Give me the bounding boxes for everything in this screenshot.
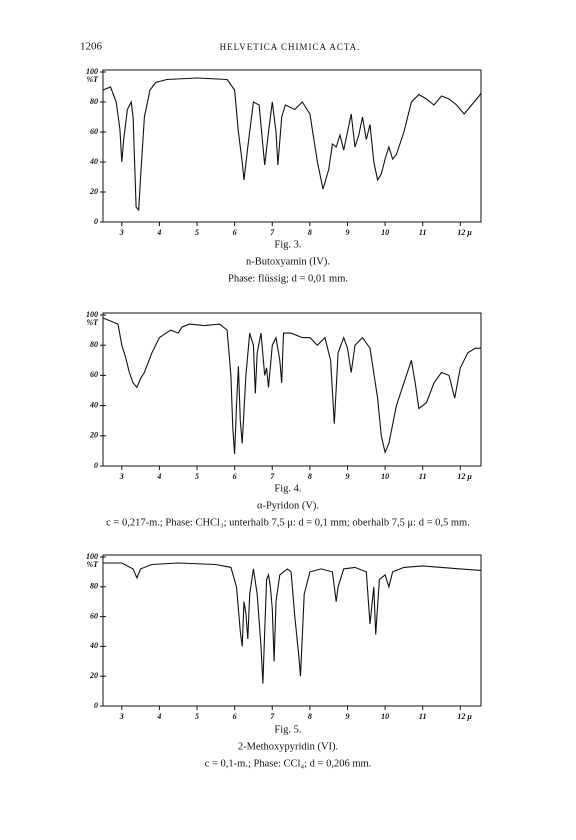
figure-label: Fig. 3. xyxy=(274,239,301,250)
x-tick-label: 3 xyxy=(119,712,124,721)
y-axis-label: %T xyxy=(86,75,99,84)
x-tick-label: 8 xyxy=(308,712,312,721)
y-tick-label: 100 xyxy=(86,310,98,319)
y-tick-label: 80 xyxy=(90,340,98,349)
x-tick-label: 10 xyxy=(381,472,389,481)
x-tick-label: 5 xyxy=(195,712,199,721)
y-tick-label: 60 xyxy=(90,611,98,620)
x-tick-label: 11 xyxy=(419,712,427,721)
y-tick-label: 80 xyxy=(90,582,98,591)
y-tick-label: 40 xyxy=(89,400,98,409)
measurement-conditions: Phase: flüssig; d = 0,01 mm. xyxy=(228,273,348,284)
y-tick-label: 60 xyxy=(90,127,98,136)
measurement-conditions: c = 0,1-m.; Phase: CCl₄; d = 0,206 mm. xyxy=(205,758,372,769)
spectrum-line xyxy=(102,77,482,212)
measurement-conditions: c = 0,217-m.; Phase: CHCl₃; unterhalb 7,… xyxy=(106,517,470,528)
y-tick-label: 60 xyxy=(90,370,98,379)
x-tick-label: 3 xyxy=(119,228,124,237)
x-tick-label: 12 μ xyxy=(457,472,472,481)
spectrum-line xyxy=(103,562,482,684)
x-tick-label: 11 xyxy=(419,472,427,481)
compound-name: 2-Methoxypyridin (VI). xyxy=(238,741,338,752)
x-tick-label: 8 xyxy=(308,228,312,237)
x-tick-label: 11 xyxy=(419,228,427,237)
x-tick-label: 7 xyxy=(270,472,275,481)
x-tick-label: 12 μ xyxy=(457,712,472,721)
plot-frame xyxy=(102,554,482,707)
compound-name: n-Butoxyamin (IV). xyxy=(246,256,330,267)
ir-spectrum: 0 20 40 60 80 100%T 3 4 5 6 7 8 9 10 11 12 μ Fig. 3. n-Bu… xyxy=(86,67,482,284)
y-tick-label: 40 xyxy=(89,157,98,166)
figure-label: Fig. 5. xyxy=(274,724,301,735)
plot-frame xyxy=(102,69,482,223)
plot-frame xyxy=(102,312,482,467)
y-tick-label: 40 xyxy=(89,641,98,650)
y-tick-label: 80 xyxy=(90,97,98,106)
y-tick-label: 20 xyxy=(89,431,98,440)
y-axis-label: %T xyxy=(86,318,99,327)
x-tick-label: 3 xyxy=(119,472,124,481)
x-tick-label: 7 xyxy=(270,228,275,237)
x-tick-label: 10 xyxy=(381,712,389,721)
journal-title: HELVETICA CHIMICA ACTA. xyxy=(220,42,361,52)
x-tick-label: 10 xyxy=(381,228,389,237)
figure-label: Fig. 4. xyxy=(274,483,301,494)
x-tick-label: 4 xyxy=(156,472,161,481)
y-tick-label: 20 xyxy=(89,671,98,680)
y-axis-label: %T xyxy=(86,560,99,569)
y-tick-label: 100 xyxy=(86,67,98,76)
y-tick-label: 0 xyxy=(94,217,98,226)
x-tick-label: 6 xyxy=(233,472,237,481)
x-tick-label: 9 xyxy=(345,228,349,237)
x-tick-label: 9 xyxy=(345,712,349,721)
ir-spectrum: 0 20 40 60 80 100%T 3 4 5 6 7 8 9 10 11 12 μ Fig. 4. α-Py… xyxy=(86,310,482,528)
y-tick-label: 100 xyxy=(86,552,98,561)
x-tick-label: 5 xyxy=(195,472,199,481)
y-tick-label: 20 xyxy=(89,187,98,196)
x-tick-label: 6 xyxy=(233,228,237,237)
x-tick-label: 9 xyxy=(345,472,349,481)
x-tick-label: 8 xyxy=(308,472,312,481)
spectrum-line xyxy=(102,317,481,455)
compound-name: α-Pyridon (V). xyxy=(257,500,319,511)
page-number: 1206 xyxy=(80,41,103,53)
x-tick-label: 6 xyxy=(233,712,237,721)
x-tick-label: 12 μ xyxy=(457,228,472,237)
x-tick-label: 5 xyxy=(195,228,199,237)
y-tick-label: 0 xyxy=(94,461,98,470)
x-tick-label: 4 xyxy=(156,712,161,721)
y-tick-label: 0 xyxy=(94,701,98,710)
ir-spectrum: 0 20 40 60 80 100%T 3 4 5 6 7 8 9 10 11 12 μ Fig. 5. 2-Me… xyxy=(86,552,482,769)
x-tick-label: 7 xyxy=(270,712,275,721)
x-tick-label: 4 xyxy=(156,228,161,237)
